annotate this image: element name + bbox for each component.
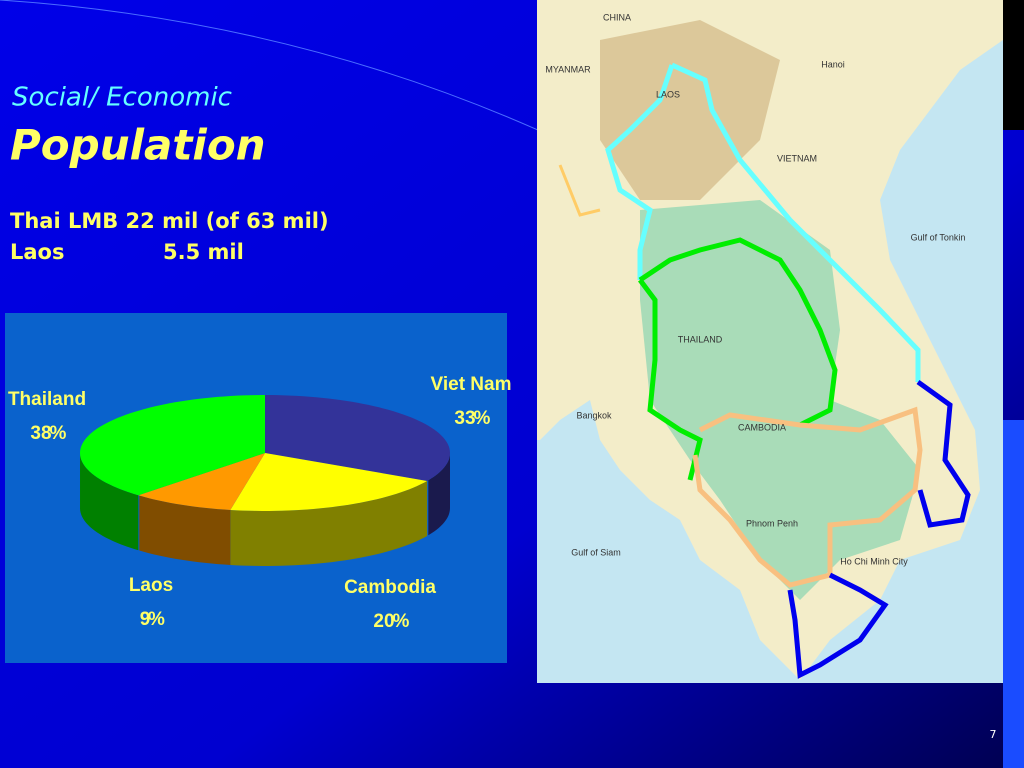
page-number: 7 [990,728,997,741]
map-label: THAILAND [678,334,723,344]
slice-value: 38 [30,423,51,444]
map-label: Phnom Penh [746,518,798,528]
basin-outline [558,164,601,217]
basin-outline [638,278,703,481]
slice-side [230,480,428,566]
map: CHINA MYANMAR LAOS Hanoi VIETNAM Gulf of Tonk… [537,0,1003,683]
map-label: Gulf of Tonkin [911,232,966,242]
slice-label: Viet Nam [431,374,512,395]
edge-strip [1003,420,1024,768]
pie-slice [80,395,265,496]
slice-value: 9 [140,609,151,630]
map-label: Ho Chi Minh City [840,556,908,566]
map-label: MYANMAR [545,64,591,74]
basin-outline [787,572,889,679]
map-label: VIETNAM [777,153,817,163]
pie-slice [230,453,428,511]
pie-chart [80,395,450,566]
lowland [640,200,920,600]
slice-side [428,453,450,536]
slice-value-unit: % [148,609,165,630]
slice-label: Laos [129,575,173,596]
pie-slice [265,395,450,481]
slice-value-unit: % [50,423,67,444]
slice-label: Thailand [8,389,86,410]
map-label: Bangkok [576,410,612,420]
basin-outline [692,406,923,588]
title: Population [10,121,266,170]
map-label: Hanoi [821,59,845,69]
subtitle: Social/ Economic [12,83,232,113]
map-label: Gulf of Siam [571,547,621,557]
slice-side [139,495,231,565]
slice-value: 20 [373,611,394,632]
slice-side [80,453,139,551]
slice-value-unit: % [393,611,410,632]
basin-outline [916,379,971,528]
map-labels: CHINA MYANMAR LAOS Hanoi VIETNAM Gulf of Tonk… [545,12,965,566]
pie-slice [138,453,265,510]
slice-value: 33 [454,408,475,429]
slice-label: Cambodia [344,577,436,598]
stat-line: Thai LMB 22 mil (of 63 mil) [10,209,329,233]
basin-outline [605,64,675,280]
basin-outline [638,237,838,428]
decoration-arc [0,0,561,141]
map-label: CAMBODIA [738,422,786,432]
map-label: LAOS [656,89,680,99]
stat-name: Laos [10,240,64,264]
slice-value-unit: % [474,408,491,429]
stat-value: 5.5 mil [163,240,244,264]
edge-strip [1003,0,1024,130]
basin-outline [670,62,921,382]
map-label: CHINA [603,12,631,22]
